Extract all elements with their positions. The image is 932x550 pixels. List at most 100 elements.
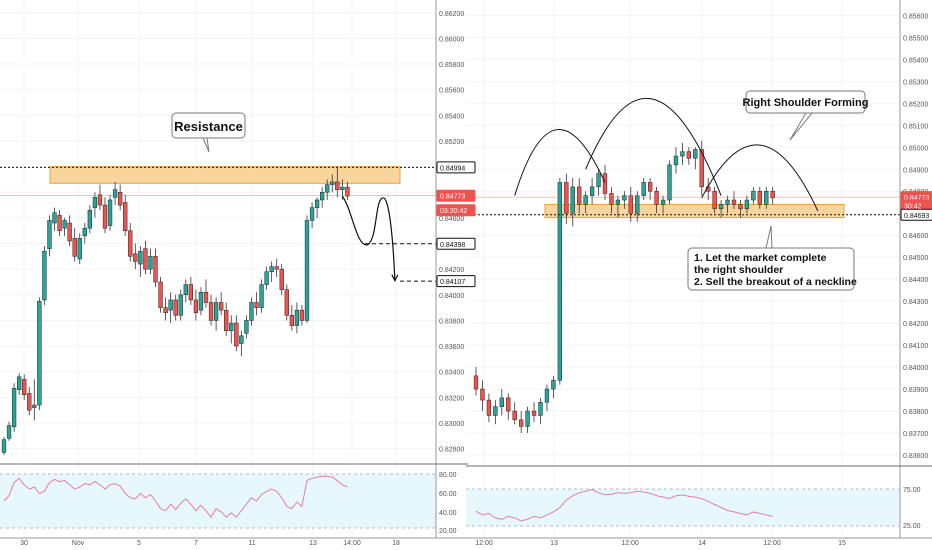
candle-bullish [641, 182, 646, 196]
candle-bullish [725, 199, 730, 205]
candle-bearish [143, 248, 148, 270]
y-tick-label: 0.85000 [903, 145, 928, 152]
instruction-line-3: 2. Sell the breakout of a neckline [694, 276, 857, 288]
candle-bullish [37, 300, 42, 406]
x-tick-label: 14 [698, 540, 706, 547]
x-tick-label: 12:00 [621, 540, 639, 547]
y-tick-label: 0.85600 [903, 13, 928, 20]
candle-bearish [345, 186, 350, 197]
x-tick-label: 12:00 [475, 540, 493, 547]
y-tick-label: 0.85500 [903, 35, 928, 42]
resistance-callout[interactable]: Resistance [171, 112, 246, 153]
y-tick-label: 0.86000 [439, 36, 464, 43]
candle-bullish [538, 402, 543, 416]
candle-bearish [712, 190, 717, 210]
y-tick-label: 0.84500 [903, 255, 928, 262]
y-tick-label: 0.84200 [439, 267, 464, 274]
y-tick-label: 0.85200 [439, 139, 464, 146]
candle-bullish [340, 186, 345, 190]
neckline-zone [544, 203, 845, 219]
candle-bullish [92, 197, 98, 208]
right-shoulder-callout[interactable]: Right Shoulder Forming [743, 90, 869, 141]
candle-bullish [589, 186, 595, 196]
candle-bullish [622, 195, 627, 201]
rsi-line [3, 475, 348, 519]
candle-bullish [198, 291, 204, 311]
candle-bearish [602, 173, 608, 194]
x-tick-label: 12:00 [763, 540, 781, 547]
y-tick-label: 0.83000 [439, 421, 464, 428]
candle-bullish [635, 195, 640, 214]
candle-bullish [751, 190, 756, 201]
candle-bearish [219, 302, 224, 311]
candle-bearish [654, 190, 659, 205]
candle-bullish [718, 204, 724, 210]
candle-bullish [249, 302, 254, 321]
candle-bearish [284, 289, 289, 316]
rsi-tick-label: 60.00 [439, 491, 457, 498]
candle-bullish [62, 220, 67, 229]
candle-bullish [693, 149, 698, 159]
candle-bearish [274, 266, 279, 270]
candle-bearish [738, 204, 743, 210]
candle-bearish [128, 230, 133, 257]
y-tick-label: 0.84000 [903, 365, 928, 372]
right-shoulder-label: Right Shoulder Forming [743, 97, 869, 109]
candle-bullish [213, 302, 219, 321]
candle-bullish [673, 155, 679, 166]
x-tick-label: 7 [194, 540, 198, 547]
head-shoulder-arc [701, 144, 819, 212]
candle-bullish [148, 256, 153, 270]
candle-bullish [82, 227, 87, 237]
instructions-callout[interactable]: 1. Let the market complete the right sho… [687, 225, 857, 291]
candle-bullish [42, 250, 47, 301]
panel-gap [437, 0, 466, 550]
candle-bearish [686, 151, 692, 159]
price-tag-label-target1: 0.84398 [440, 242, 465, 249]
candle-bullish [52, 212, 57, 224]
x-tick-label: 5 [137, 540, 141, 547]
y-tick-label: 0.83400 [439, 370, 464, 377]
drawings [0, 97, 900, 283]
candle-bullish [1, 439, 7, 453]
candle-bearish [577, 186, 582, 205]
projection-path [341, 195, 396, 281]
x-tick-label: 18 [392, 540, 400, 547]
y-tick-label: 0.82800 [439, 447, 464, 454]
candle-bullish [557, 182, 563, 381]
candle-bearish [279, 268, 284, 290]
candle-bearish [531, 410, 537, 416]
y-tick-label: 0.83600 [903, 453, 928, 460]
x-tick-label: 11 [248, 540, 255, 547]
price-tags: 0.84994 0.84773 03:30:42 0.84398 0.84107 0.84… [436, 161, 932, 288]
price-tag-label-neckline: 0.84693 [904, 213, 929, 220]
candle-bearish [628, 195, 633, 214]
y-tick-label: 0.85800 [439, 62, 464, 69]
candle-bearish [173, 299, 178, 316]
candle-bearish [102, 204, 108, 229]
candle-bearish [72, 238, 77, 257]
candle-bearish [335, 181, 340, 190]
x-tick-label: 30 [20, 540, 28, 547]
rsi-tick-label: 80.00 [439, 472, 457, 479]
price-tag-label-target2: 0.84107 [440, 279, 465, 286]
y-tick-label: 0.85400 [439, 113, 464, 120]
y-tick-label: 0.84900 [903, 167, 928, 174]
y-tick-label: 0.85300 [903, 79, 928, 86]
y-tick-label: 0.85600 [439, 88, 464, 95]
candle-bullish [269, 266, 274, 272]
candle-bearish [480, 388, 485, 401]
y-tick-label: 0.83800 [439, 318, 464, 325]
candle-bullish [112, 189, 118, 198]
candle-bullish [259, 284, 264, 308]
candle-bullish [32, 404, 37, 408]
y-tick-label: 0.84400 [903, 277, 928, 284]
candle-bullish [544, 388, 550, 403]
candle-bullish [47, 220, 52, 249]
candle-bearish [299, 309, 305, 321]
candle-bullish [493, 406, 498, 416]
price-tag-label-countdown: 03:30:42 [440, 208, 467, 215]
candle-bullish [304, 220, 310, 321]
price-tag-label-resistance: 0.84994 [440, 165, 465, 172]
